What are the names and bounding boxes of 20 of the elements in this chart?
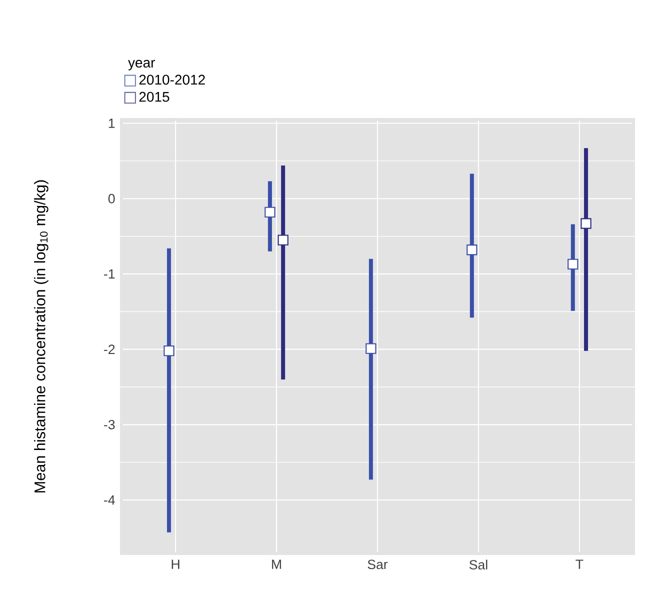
x-tick-label: H	[172, 560, 180, 569]
x-tick-label: Sar	[368, 560, 388, 570]
y-tick-label: 0	[108, 194, 115, 204]
legend-label: 2015	[139, 92, 170, 102]
point	[466, 244, 478, 256]
point	[568, 258, 578, 270]
point	[164, 345, 174, 356]
legend-label: 2010-2012	[139, 74, 205, 85]
y-tick-label: -2	[104, 344, 115, 354]
y-tick-label: -1	[104, 269, 115, 279]
point	[264, 206, 276, 218]
y-tick-label: 1	[108, 118, 115, 128]
x-tick-label: T	[576, 560, 584, 569]
x-tick-label: M	[272, 560, 281, 569]
point	[366, 343, 376, 354]
y-tick-label: -3	[104, 420, 115, 430]
y-tick-label: -4	[104, 495, 115, 505]
legend-title: year	[128, 60, 155, 70]
y-axis-title: Mean histamine concentration (in log$_{10}$ mg/kg)	[34, 180, 48, 492]
x-tick-label: Sal	[469, 560, 488, 570]
